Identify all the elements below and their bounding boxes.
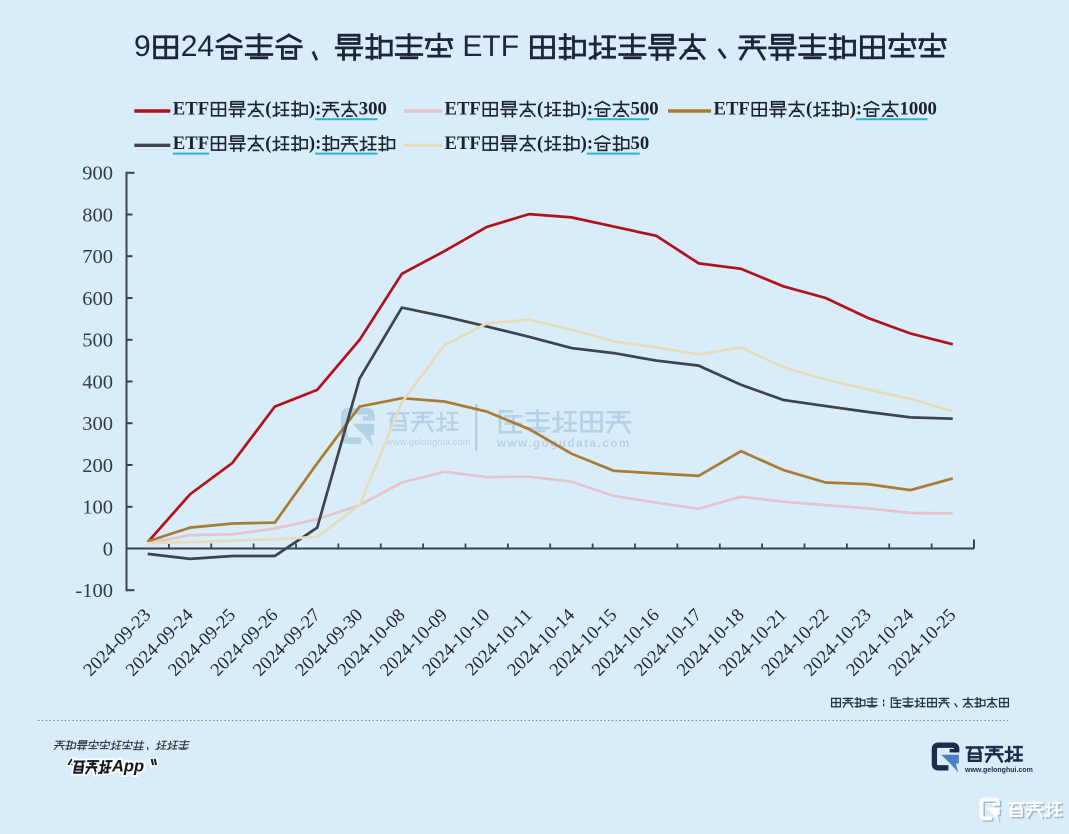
- svg-text:0: 0: [103, 538, 113, 560]
- svg-text:):: ):: [581, 99, 593, 120]
- svg-text:300: 300: [359, 99, 387, 120]
- svg-text:-100: -100: [75, 580, 113, 602]
- svg-text:500: 500: [82, 330, 113, 352]
- svg-text:):: ):: [309, 99, 321, 120]
- svg-text:(: (: [537, 133, 543, 154]
- svg-text:300: 300: [82, 413, 113, 435]
- svg-text:400: 400: [82, 371, 113, 393]
- svg-text:9: 9: [134, 30, 151, 63]
- svg-text:(: (: [806, 99, 812, 120]
- svg-text:www.gelonghui.com: www.gelonghui.com: [385, 437, 471, 448]
- svg-text:900: 900: [82, 163, 113, 185]
- svg-text:(: (: [265, 99, 271, 120]
- svg-text:100: 100: [82, 497, 113, 519]
- svg-text:www.gelonghui.com: www.gelonghui.com: [964, 767, 1033, 774]
- svg-text:800: 800: [82, 204, 113, 226]
- svg-text:50: 50: [631, 133, 650, 154]
- svg-text:1000: 1000: [900, 99, 937, 120]
- svg-text:ETF: ETF: [445, 99, 481, 120]
- svg-text:):: ):: [581, 133, 593, 154]
- svg-text:):: ):: [309, 133, 321, 154]
- svg-text:24: 24: [181, 30, 214, 63]
- svg-text:200: 200: [82, 455, 113, 477]
- svg-text:ETF: ETF: [173, 133, 209, 154]
- svg-text:ETF: ETF: [714, 99, 750, 120]
- svg-text:600: 600: [82, 288, 113, 310]
- svg-text:):: ):: [850, 99, 862, 120]
- svg-text:ETF: ETF: [445, 133, 481, 154]
- svg-text:(: (: [265, 133, 271, 154]
- svg-text:500: 500: [631, 99, 659, 120]
- svg-text:700: 700: [82, 246, 113, 268]
- svg-text:App: App: [111, 757, 144, 775]
- svg-text:ETF: ETF: [173, 99, 209, 120]
- svg-text:ETF: ETF: [462, 30, 519, 63]
- svg-text:(: (: [537, 99, 543, 120]
